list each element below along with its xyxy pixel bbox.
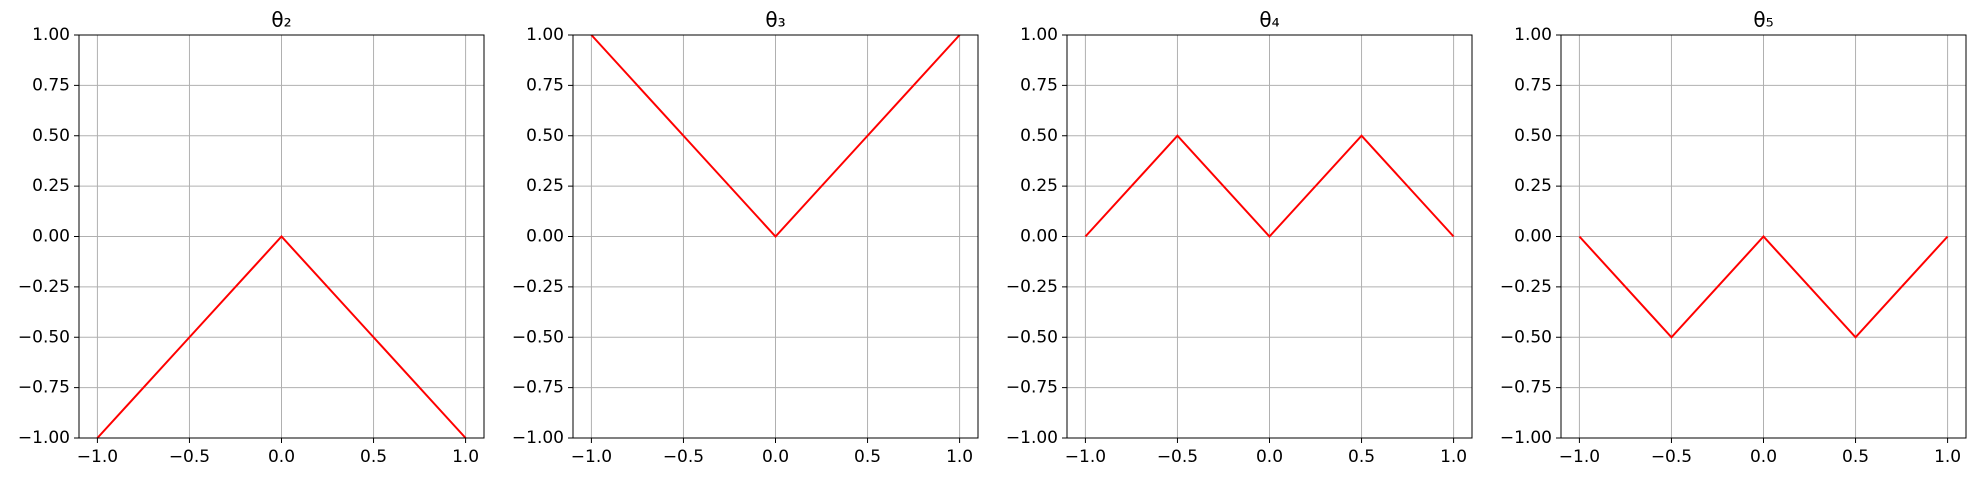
y-tick-label: 1.00 bbox=[32, 25, 70, 45]
subplot-title: θ₅ bbox=[1753, 8, 1773, 32]
subplot: θ₂ −1.0 −0.5 0.0 0.5 1.0 −1.00 −0.75 −0.50 −0.25 0… bbox=[18, 8, 485, 467]
y-tick-label: 0.75 bbox=[526, 75, 564, 95]
y-tick-label: 0.50 bbox=[526, 126, 564, 146]
data-line bbox=[96, 235, 467, 439]
x-tick-label: 0.0 bbox=[762, 447, 789, 467]
subplot-title: θ₂ bbox=[271, 8, 291, 32]
x-tick-label: 0.0 bbox=[1256, 447, 1283, 467]
x-tick-label: −0.5 bbox=[1651, 447, 1692, 467]
y-tick-label: −1.00 bbox=[512, 428, 564, 448]
plot-frame bbox=[1066, 34, 1473, 439]
plot-frame bbox=[572, 34, 979, 439]
y-tick-label: 0.50 bbox=[1514, 126, 1552, 146]
y-tick-label: 0.75 bbox=[1514, 75, 1552, 95]
y-tick-label: 0.50 bbox=[1020, 126, 1058, 146]
y-tick-label: −0.50 bbox=[1006, 327, 1058, 347]
y-tick-label: −0.50 bbox=[1500, 327, 1552, 347]
y-tick-label: −0.75 bbox=[1006, 378, 1058, 398]
y-tick-label: −0.50 bbox=[18, 327, 70, 347]
y-tick-label: −1.00 bbox=[1500, 428, 1552, 448]
x-tick-label: 0.0 bbox=[1750, 447, 1777, 467]
x-tick-label: 0.5 bbox=[1842, 447, 1869, 467]
y-tick-label: −0.50 bbox=[512, 327, 564, 347]
x-tick-label: 0.0 bbox=[268, 447, 295, 467]
plot-frame bbox=[1560, 34, 1967, 439]
y-tick-label: −0.25 bbox=[512, 277, 564, 297]
data-line bbox=[590, 34, 961, 238]
y-tick-label: −0.25 bbox=[18, 277, 70, 297]
subplot: θ₄ −1.0 −0.5 0.0 0.5 1.0 −1.00 −0.75 −0.50 −0.25 0… bbox=[1006, 8, 1473, 467]
x-tick-label: 0.5 bbox=[360, 447, 387, 467]
x-tick-label: −1.0 bbox=[77, 447, 118, 467]
data-line bbox=[1578, 235, 1949, 339]
y-tick-label: 1.00 bbox=[1020, 25, 1058, 45]
subplot: θ₃ −1.0 −0.5 0.0 0.5 1.0 −1.00 −0.75 −0.50 −0.25 0… bbox=[512, 8, 979, 467]
y-tick-label: 0.75 bbox=[32, 75, 70, 95]
x-tick-label: 1.0 bbox=[946, 447, 973, 467]
x-tick-label: 1.0 bbox=[1440, 447, 1467, 467]
y-tick-label: −1.00 bbox=[18, 428, 70, 448]
y-tick-label: −0.75 bbox=[18, 378, 70, 398]
x-tick-label: 1.0 bbox=[452, 447, 479, 467]
subplot-title: θ₃ bbox=[765, 8, 785, 32]
y-tick-label: 0.00 bbox=[526, 227, 564, 247]
x-tick-label: −0.5 bbox=[1157, 447, 1198, 467]
x-tick-label: −1.0 bbox=[1559, 447, 1600, 467]
subplot: θ₅ −1.0 −0.5 0.0 0.5 1.0 −1.00 −0.75 −0.50 −0.25 0… bbox=[1500, 8, 1967, 467]
y-tick-label: 1.00 bbox=[526, 25, 564, 45]
y-tick-label: 0.25 bbox=[1514, 176, 1552, 196]
y-tick-label: 1.00 bbox=[1514, 25, 1552, 45]
y-tick-label: 0.50 bbox=[32, 126, 70, 146]
y-tick-label: 0.00 bbox=[1514, 227, 1552, 247]
y-tick-label: 0.25 bbox=[526, 176, 564, 196]
plot-frame bbox=[78, 34, 485, 439]
x-tick-label: 0.5 bbox=[1348, 447, 1375, 467]
y-tick-label: −0.75 bbox=[512, 378, 564, 398]
y-tick-label: −0.25 bbox=[1500, 277, 1552, 297]
x-tick-label: 0.5 bbox=[854, 447, 881, 467]
y-tick-label: 0.75 bbox=[1020, 75, 1058, 95]
y-tick-label: 0.00 bbox=[32, 227, 70, 247]
x-tick-label: −0.5 bbox=[663, 447, 704, 467]
y-tick-label: −1.00 bbox=[1006, 428, 1058, 448]
subplot-title: θ₄ bbox=[1259, 8, 1279, 32]
y-tick-label: 0.25 bbox=[32, 176, 70, 196]
x-tick-label: 1.0 bbox=[1934, 447, 1961, 467]
x-tick-label: −1.0 bbox=[571, 447, 612, 467]
y-tick-label: 0.25 bbox=[1020, 176, 1058, 196]
x-tick-label: −0.5 bbox=[169, 447, 210, 467]
y-tick-label: 0.00 bbox=[1020, 227, 1058, 247]
y-tick-label: −0.25 bbox=[1006, 277, 1058, 297]
data-line bbox=[1084, 134, 1455, 238]
x-tick-label: −1.0 bbox=[1065, 447, 1106, 467]
y-tick-label: −0.75 bbox=[1500, 378, 1552, 398]
